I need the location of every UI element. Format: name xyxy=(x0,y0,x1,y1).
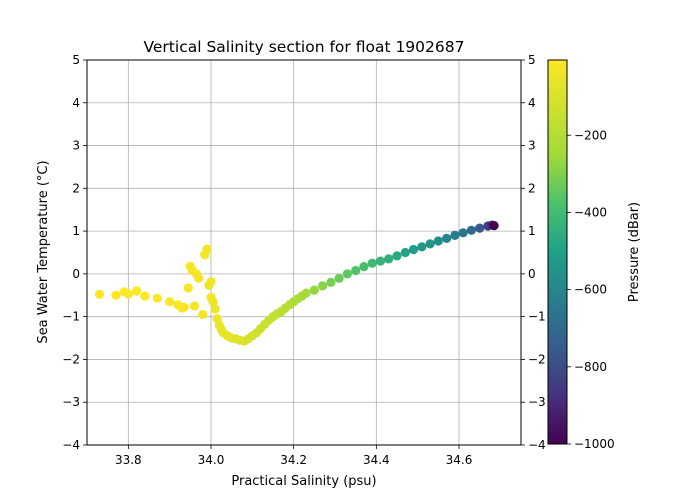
data-point xyxy=(202,244,212,254)
y-tick-label: −4 xyxy=(62,438,80,452)
data-point xyxy=(111,290,121,300)
axes: 33.8 34.0 34.2 34.4 34.6 −4 −4 −3 −3 −2 −2 −1 −1 0 0 1 1… xyxy=(62,53,545,467)
y-tick-label: 0 xyxy=(72,267,80,281)
data-point xyxy=(450,230,460,240)
x-tick-label: 34.2 xyxy=(280,453,307,467)
data-point xyxy=(408,244,419,255)
data-point xyxy=(165,297,175,307)
chart-title: Vertical Salinity section for float 1902… xyxy=(144,38,465,56)
data-point xyxy=(326,277,336,287)
y-tick-label: 4 xyxy=(72,96,80,110)
y-tick-label-right: 1 xyxy=(528,224,536,238)
x-tick-label: 34.0 xyxy=(198,453,225,467)
y-tick-label: 2 xyxy=(72,181,80,195)
data-point xyxy=(442,233,452,243)
y-tick-label-right: 0 xyxy=(528,267,536,281)
y-tick-label: 5 xyxy=(72,53,80,67)
y-tick-label-right: 3 xyxy=(528,139,536,153)
data-point xyxy=(123,289,133,299)
data-point xyxy=(458,228,468,238)
data-point xyxy=(179,302,189,312)
data-point xyxy=(334,273,344,283)
x-tick-label: 34.4 xyxy=(363,453,390,467)
y-tick-label-right: 2 xyxy=(528,181,536,195)
x-axis-label: Practical Salinity (psu) xyxy=(231,474,376,489)
data-point xyxy=(392,251,402,261)
colorbar-label: Pressure (dBar) xyxy=(627,202,642,302)
data-point xyxy=(189,301,200,311)
data-point xyxy=(318,281,328,291)
colorbar-ticks: −1000 −800 −600 −400 −200 xyxy=(567,128,615,451)
data-point xyxy=(301,288,311,298)
y-tick-label-right: −1 xyxy=(528,310,546,324)
plot-frame xyxy=(86,59,522,446)
y-tick-label: 3 xyxy=(72,139,80,153)
y-axis-label: Sea Water Temperature (°C) xyxy=(36,160,51,343)
data-point xyxy=(206,277,216,287)
colorbar-tick-label: −200 xyxy=(574,128,607,142)
data-point xyxy=(351,265,361,276)
colorbar-tick-label: −400 xyxy=(574,205,607,219)
data-point xyxy=(384,254,394,264)
y-tick-label: 1 xyxy=(72,224,80,238)
y-tick-label-right: 5 xyxy=(528,53,536,67)
data-point xyxy=(132,286,142,296)
data-point xyxy=(375,256,386,266)
data-point xyxy=(194,273,204,283)
data-point xyxy=(183,283,193,293)
colorbar xyxy=(547,59,568,445)
data-point xyxy=(400,247,410,258)
y-tick-label-right: 4 xyxy=(528,96,536,110)
colorbar-tick-label: −1000 xyxy=(574,437,615,451)
data-point xyxy=(425,239,435,249)
data-point xyxy=(208,297,218,307)
data-point xyxy=(342,269,352,279)
scatter-points xyxy=(94,220,499,346)
data-point xyxy=(367,258,377,268)
x-tick-label: 33.8 xyxy=(115,453,142,467)
colorbar-tick-label: −800 xyxy=(574,360,607,374)
data-point xyxy=(466,225,476,235)
data-point xyxy=(433,236,443,246)
data-point xyxy=(489,221,499,231)
data-point xyxy=(475,223,485,233)
x-tick-label: 34.6 xyxy=(446,453,473,467)
data-point xyxy=(210,304,220,314)
y-tick-label-right: −2 xyxy=(528,352,546,366)
data-point xyxy=(198,309,208,320)
y-tick-label-right: −4 xyxy=(528,438,546,452)
data-point xyxy=(94,289,104,299)
data-point xyxy=(152,293,162,303)
y-tick-label: −1 xyxy=(62,310,80,324)
grid xyxy=(87,59,521,446)
colorbar-tick-label: −600 xyxy=(574,283,607,297)
data-point xyxy=(359,262,369,272)
y-tick-label: −3 xyxy=(62,395,80,409)
y-tick-label: −2 xyxy=(62,352,80,366)
y-tick-label-right: −3 xyxy=(528,395,546,409)
data-point xyxy=(417,242,427,252)
data-point xyxy=(309,285,319,295)
data-point xyxy=(140,291,150,301)
